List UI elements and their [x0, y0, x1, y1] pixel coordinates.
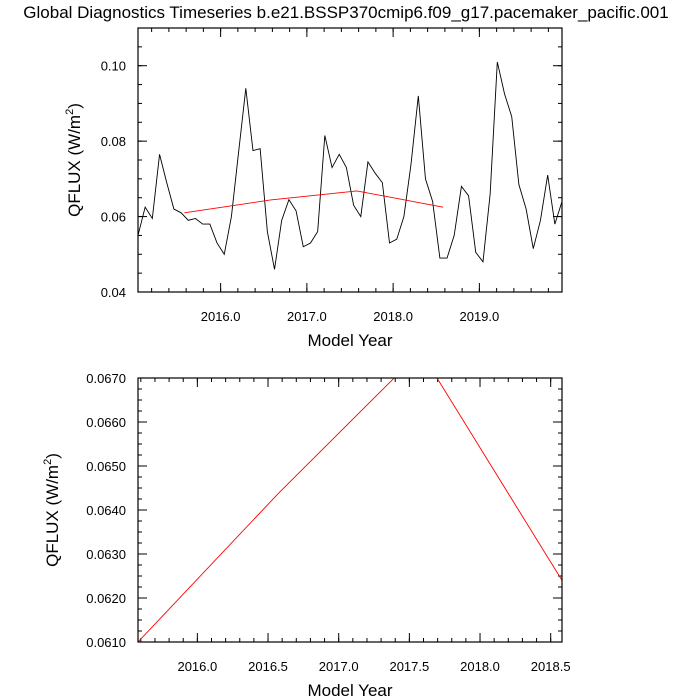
x-tick-label: 2017.5	[389, 659, 429, 674]
y-tick-label: 0.0660	[86, 415, 126, 430]
top-chart-panel: 2016.0 2017.0 2018.0 2019.0 0.04 0.06 0.08 0.10…	[64, 27, 563, 350]
y-tick-label: 0.0610	[86, 635, 126, 650]
x-tick-label: 2016.0	[177, 659, 217, 674]
plot-area-frame	[137, 27, 563, 293]
y-tick-label: 0.04	[101, 285, 126, 300]
series-line-annual	[138, 378, 562, 642]
x-tick-label: 2019.0	[459, 309, 499, 324]
plot-area-frame	[137, 377, 563, 643]
y-tick-label: 0.0640	[86, 503, 126, 518]
x-tick-label: 2018.5	[531, 659, 571, 674]
x-axis-label: Model Year	[307, 681, 392, 700]
x-tick-label: 2016.5	[248, 659, 288, 674]
y-axis-label: QFLUX (W/m2)	[42, 453, 62, 567]
y-tick-label: 0.06	[101, 210, 126, 225]
y-tick-label: 0.0620	[86, 591, 126, 606]
x-tick-label: 2017.0	[319, 659, 359, 674]
figure-title: Global Diagnostics Timeseries b.e21.BSSP…	[23, 3, 668, 22]
y-tick-label: 0.10	[101, 59, 126, 74]
x-tick-label: 2018.0	[460, 659, 500, 674]
x-tick-label: 2016.0	[201, 309, 241, 324]
y-tick-label: 0.08	[101, 134, 126, 149]
y-axis-label: QFLUX (W/m2)	[64, 103, 84, 217]
y-tick-label: 0.0650	[86, 459, 126, 474]
series-line-monthly	[138, 61, 562, 270]
series-line-annual	[184, 190, 444, 214]
x-tick-label: 2018.0	[373, 309, 413, 324]
y-tick-label: 0.0630	[86, 547, 126, 562]
y-tick-label: 0.0670	[86, 371, 126, 386]
x-tick-label: 2017.0	[287, 309, 327, 324]
bottom-chart-panel: 2016.0 2016.5 2017.0 2017.5 2018.0 2018.5 0.06…	[42, 371, 571, 700]
x-axis-label: Model Year	[307, 331, 392, 350]
